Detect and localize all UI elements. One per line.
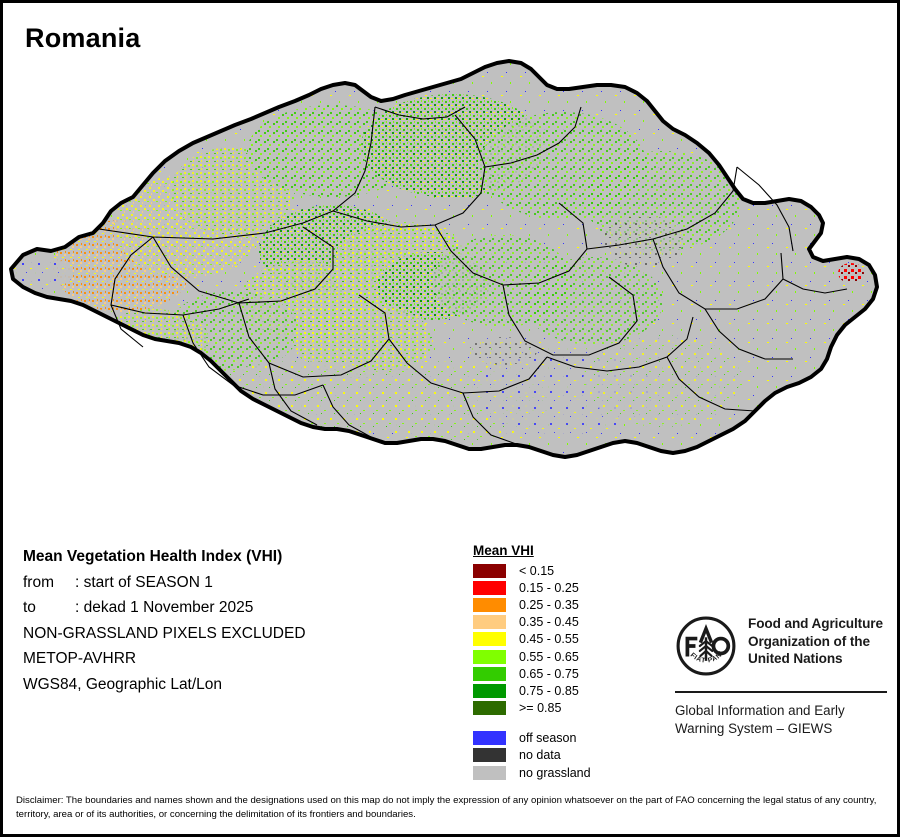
map-legend: Mean VHI < 0.15 0.15 - 0.25 0.25 - 0.35 0.3…: [473, 543, 663, 781]
legend-special-swatch: [473, 748, 506, 763]
legend-class-label: >= 0.85: [519, 701, 562, 716]
vhi-pixel-layer: [11, 61, 877, 457]
legend-special-label: no data: [519, 748, 561, 763]
legend-class-row: 0.15 - 0.25: [473, 579, 663, 596]
legend-class-swatch: [473, 615, 506, 630]
legend-class-swatch: [473, 666, 506, 681]
legend-class-row: 0.45 - 0.55: [473, 631, 663, 648]
giews-line-1: Global Information and Early: [675, 703, 845, 718]
legend-class-swatch: [473, 649, 506, 664]
fao-org-line-2: Organization of the: [748, 633, 870, 649]
legend-class-label: 0.55 - 0.65: [519, 649, 579, 664]
info-to-row: to : dekad 1 November 2025: [23, 595, 443, 621]
fao-organization-name: Food and Agriculture Organization of the…: [748, 615, 883, 668]
fao-branding: FIAT PANIS Food and Agriculture Organiza…: [672, 610, 887, 737]
fao-divider: [675, 691, 887, 693]
fao-logo-icon: FIAT PANIS: [672, 610, 737, 682]
legend-special-label: off season: [519, 731, 577, 746]
legend-class-label: 0.25 - 0.35: [519, 597, 579, 612]
info-heading: Mean Vegetation Health Index (VHI): [23, 548, 283, 565]
romania-map-svg[interactable]: [3, 51, 897, 521]
country-outline: [9, 59, 879, 459]
legend-class-swatch: [473, 683, 506, 698]
legend-special-swatch: [473, 731, 506, 746]
info-from-row: from : start of SEASON 1: [23, 570, 443, 596]
legend-class-label: 0.45 - 0.55: [519, 632, 579, 647]
legend-special-row: no grassland: [473, 764, 663, 781]
legend-special-swatch: [473, 765, 506, 780]
legend-special-row: off season: [473, 730, 663, 747]
page-title: Romania: [25, 23, 141, 53]
giews-system-name: Global Information and Early Warning Sys…: [675, 702, 887, 737]
admin-boundaries: [98, 106, 848, 446]
legend-class-label: 0.35 - 0.45: [519, 615, 579, 630]
legend-class-label: 0.65 - 0.75: [519, 666, 579, 681]
legend-title: Mean VHI: [473, 543, 534, 558]
map-info-block: Mean Vegetation Health Index (VHI) from:…: [23, 544, 443, 697]
info-from-value: : start of SEASON 1: [75, 573, 213, 591]
legend-class-row: 0.25 - 0.35: [473, 596, 663, 613]
legend-class-swatch: [473, 701, 506, 716]
fao-org-line-1: Food and Agriculture: [748, 616, 883, 631]
legend-special-list: off season no data no grassland: [473, 730, 663, 782]
legend-class-row: 0.35 - 0.45: [473, 614, 663, 631]
legend-class-swatch: [473, 563, 506, 578]
map-canvas[interactable]: [3, 51, 897, 521]
info-projection: WGS84, Geographic Lat/Lon: [23, 675, 223, 693]
legend-class-swatch: [473, 597, 506, 612]
info-to-key: to: [23, 599, 36, 616]
legend-class-swatch: [473, 580, 506, 595]
legend-class-swatch: [473, 632, 506, 647]
info-pixel-note: NON-GRASSLAND PIXELS EXCLUDED: [23, 624, 306, 642]
disclaimer-text: Disclaimer: The boundaries and names sho…: [16, 795, 877, 820]
legend-special-row: no data: [473, 747, 663, 764]
legend-class-row: < 0.15: [473, 562, 663, 579]
legend-class-label: 0.75 - 0.85: [519, 683, 579, 698]
info-to-value: : dekad 1 November 2025: [75, 599, 254, 616]
legend-class-label: 0.15 - 0.25: [519, 580, 579, 595]
giews-line-2: Warning System – GIEWS: [675, 720, 833, 736]
legend-spacer: [473, 717, 663, 730]
legend-special-label: no grassland: [519, 765, 591, 780]
info-sensor: METOP-AVHRR: [23, 650, 137, 667]
legend-class-row: >= 0.85: [473, 700, 663, 717]
legend-class-label: < 0.15: [519, 563, 555, 578]
legend-class-row: 0.65 - 0.75: [473, 665, 663, 682]
legend-class-row: 0.55 - 0.65: [473, 648, 663, 665]
fao-org-line-3: United Nations: [748, 651, 843, 666]
legend-class-row: 0.75 - 0.85: [473, 682, 663, 699]
info-from-key: from: [23, 573, 54, 591]
legend-class-list: < 0.15 0.15 - 0.25 0.25 - 0.35 0.35 - 0.45 0…: [473, 562, 663, 717]
